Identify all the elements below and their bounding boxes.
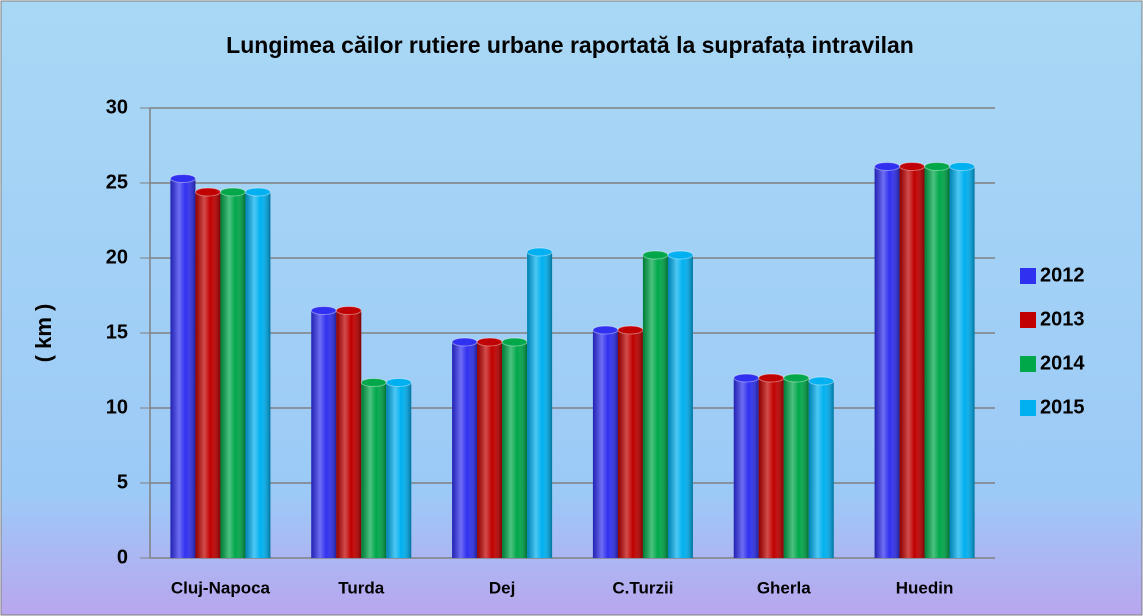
y-tick-label: 5 xyxy=(117,471,128,493)
bar-shade xyxy=(502,342,528,558)
bar-top xyxy=(244,187,271,197)
y-tick-label: 25 xyxy=(106,171,128,193)
bar-top xyxy=(526,247,553,257)
bar-shade xyxy=(452,342,478,558)
bar-shade xyxy=(170,178,196,558)
y-tick-label: 30 xyxy=(106,96,128,118)
bar-top xyxy=(169,174,196,183)
bar-shade xyxy=(527,252,553,558)
bar-top xyxy=(949,162,976,171)
x-tick-label: C.Turzii xyxy=(612,578,673,597)
bar-shade xyxy=(245,192,271,558)
bar-top xyxy=(758,373,785,383)
x-tick-label: Cluj-Napoca xyxy=(171,578,271,597)
bar-shade xyxy=(667,255,693,558)
bar-top xyxy=(808,376,835,386)
x-tick-label: Turda xyxy=(338,578,385,597)
bar-top xyxy=(667,250,694,260)
bar-top xyxy=(360,378,387,387)
bar-top xyxy=(642,250,669,260)
bar-top xyxy=(219,187,246,197)
legend-label: 2013 xyxy=(1040,308,1085,330)
bar-shade xyxy=(311,310,337,558)
bar-top xyxy=(476,337,503,347)
bar-top xyxy=(501,337,528,347)
bar-shade xyxy=(195,192,221,558)
legend-swatch xyxy=(1020,312,1036,328)
bar-shade xyxy=(733,378,759,558)
bar-top xyxy=(924,162,951,171)
y-tick-label: 10 xyxy=(106,396,128,418)
bar-shade xyxy=(874,166,900,558)
bar-top xyxy=(194,187,221,197)
bar-top xyxy=(874,162,901,171)
bar-top xyxy=(617,325,644,335)
bar-top xyxy=(451,337,478,347)
legend-swatch xyxy=(1020,400,1036,416)
bar-top xyxy=(733,373,760,383)
legend-label: 2014 xyxy=(1040,352,1085,374)
legend-label: 2015 xyxy=(1040,396,1085,418)
x-tick-label: Dej xyxy=(489,578,515,597)
bar-shade xyxy=(386,382,412,558)
bar-shade xyxy=(477,342,503,558)
bar-shade xyxy=(642,255,668,558)
bar-shade xyxy=(220,192,246,558)
bar-shade xyxy=(899,166,925,558)
y-tick-label: 15 xyxy=(106,321,128,343)
x-tick-label: Huedin xyxy=(896,578,954,597)
y-tick-label: 20 xyxy=(106,246,128,268)
bar-top xyxy=(385,378,412,387)
legend-label: 2012 xyxy=(1040,264,1085,286)
legend-swatch xyxy=(1020,268,1036,284)
bar-shade xyxy=(592,330,618,558)
x-tick-label: Gherla xyxy=(757,578,811,597)
y-tick-label: 0 xyxy=(117,546,128,568)
bar-shade xyxy=(808,381,834,558)
bar-top xyxy=(335,306,362,315)
chart-title: Lungimea căilor rutiere urbane raportată… xyxy=(226,32,914,59)
bar-shade xyxy=(949,166,975,558)
bar-top xyxy=(783,373,810,383)
bar-shade xyxy=(758,378,784,558)
bar-shade xyxy=(617,330,643,558)
y-axis-label: ( km ) xyxy=(31,304,56,363)
bar-shade xyxy=(924,166,950,558)
legend-swatch xyxy=(1020,356,1036,372)
bar-shade xyxy=(361,382,387,558)
bar-top xyxy=(310,306,337,315)
bar-top xyxy=(592,325,619,335)
bar-shade xyxy=(783,378,809,558)
bar-top xyxy=(899,162,926,171)
bar-shade xyxy=(336,310,362,558)
